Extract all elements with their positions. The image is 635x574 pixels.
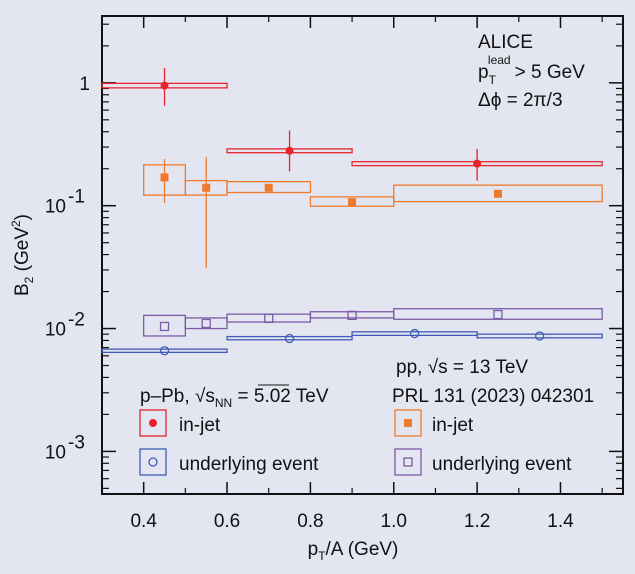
pp-in-jet-sys-box	[393, 184, 603, 203]
y-tick-label: 1	[79, 74, 90, 95]
ppb-underlying-event-sys-box	[101, 348, 228, 354]
experiment-label: ALICE	[478, 32, 533, 53]
ppb-label: p–Pb, √sNN = 5.02 TeV	[140, 386, 329, 410]
pp-underlying-event-point	[347, 310, 357, 321]
ppb-underlying-event-point	[284, 333, 295, 344]
legend: in-jet underlying event in-jet underlying e…	[139, 409, 572, 476]
ppb-in-jet-point	[285, 146, 294, 155]
pp-underlying-event-sys-box	[393, 308, 603, 320]
pp-in-jet-point	[493, 189, 502, 198]
ppb-underlying-event-point	[159, 346, 170, 356]
ppb-in-jet-point	[473, 159, 482, 168]
y-tick-exponent: -3	[68, 432, 85, 453]
legend-marker-ppb-in-jet	[149, 419, 157, 427]
y-tick-exponent: -2	[68, 310, 85, 331]
reference-label: PRL 131 (2023) 042301	[392, 386, 594, 407]
pp-underlying-event-point	[159, 321, 170, 332]
pp-underlying-event-point	[493, 309, 503, 320]
pp-underlying-event-sys-box	[226, 313, 312, 323]
ppb-underlying-event-sys-box	[351, 331, 478, 337]
pp-in-jet-point	[202, 183, 211, 192]
pp-underlying-event-sys-box	[143, 314, 187, 337]
legend-marker-pp-underlying-event	[403, 457, 413, 467]
pp-in-jet-point	[348, 198, 357, 207]
x-tick-label: 0.4	[130, 511, 157, 532]
pp-label: pp, √s = 13 TeV	[396, 357, 528, 378]
ppb-underlying-event-sys-box	[476, 333, 603, 339]
ppb-underlying-event-point	[409, 328, 420, 339]
ppb-in-jet-point	[160, 81, 169, 90]
y-axis-label: B2 (GeV2)	[9, 214, 36, 296]
y-tick-exponent: -1	[68, 187, 85, 208]
legend-label-ppb-underlying-event: underlying event	[179, 454, 319, 475]
error-bars	[163, 68, 478, 269]
legend-marker-ppb-underlying-event	[148, 457, 158, 467]
legend-label-ppb-in-jet: in-jet	[179, 415, 221, 436]
y-tick-label: 10	[45, 197, 66, 218]
legend-label-pp-in-jet: in-jet	[432, 415, 474, 436]
legend-box-ppb-in-jet	[139, 409, 167, 437]
pp-underlying-event-sys-box	[184, 317, 228, 330]
x-tick-label: 0.8	[297, 511, 323, 532]
pp-in-jet-sys-box	[226, 180, 312, 194]
pp-in-jet-point	[264, 183, 273, 192]
pp-underlying-event-point	[264, 313, 274, 324]
legend-box-pp-underlying-event	[394, 448, 422, 476]
pp-underlying-event-point	[201, 318, 211, 329]
legend-box-pp-in-jet	[394, 409, 422, 437]
y-tick-label: 10	[45, 320, 66, 341]
legend-label-pp-underlying-event: underlying event	[432, 454, 572, 475]
ppb-underlying-event-point	[534, 331, 545, 341]
legend-marker-pp-in-jet	[404, 419, 412, 427]
pp-in-jet-point	[160, 173, 169, 182]
ppb-underlying-event-sys-box	[226, 335, 353, 341]
x-tick-label: 1.2	[464, 511, 490, 532]
pp-underlying-event-sys-box	[309, 311, 395, 319]
dphi-label: Δϕ = 2π/3	[478, 90, 563, 111]
legend-box-ppb-underlying-event	[139, 448, 167, 476]
x-axis-label: pT/A (GeV)	[308, 539, 399, 563]
y-tick-label: 10	[45, 442, 66, 463]
markers	[159, 81, 545, 356]
x-tick-label: 1.0	[381, 511, 407, 532]
x-tick-label: 0.6	[214, 511, 240, 532]
pt-cut-label: pTlead> 5 GeV	[478, 53, 585, 87]
x-tick-label: 1.4	[547, 511, 574, 532]
